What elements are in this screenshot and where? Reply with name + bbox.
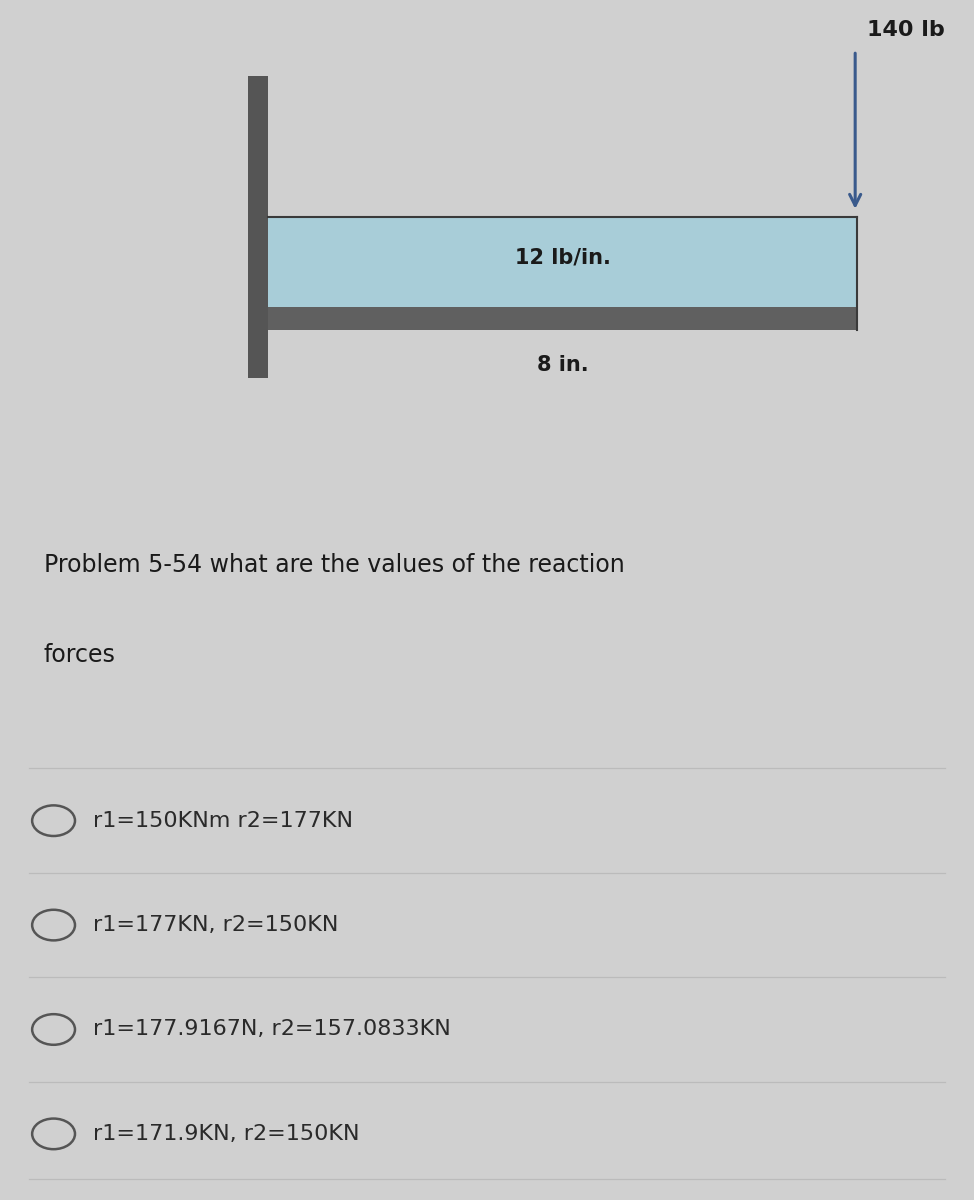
- Text: r1=177KN, r2=150KN: r1=177KN, r2=150KN: [93, 916, 338, 935]
- Text: forces: forces: [44, 643, 116, 667]
- Bar: [268, 307, 857, 330]
- Bar: [248, 76, 268, 378]
- Text: r1=150KNm r2=177KN: r1=150KNm r2=177KN: [93, 811, 353, 830]
- Bar: [268, 217, 857, 307]
- Text: Problem 5-54 what are the values of the reaction: Problem 5-54 what are the values of the …: [44, 553, 624, 577]
- Text: 8 in.: 8 in.: [537, 355, 588, 376]
- Text: r1=177.9167N, r2=157.0833KN: r1=177.9167N, r2=157.0833KN: [93, 1020, 450, 1039]
- Text: r1=171.9KN, r2=150KN: r1=171.9KN, r2=150KN: [93, 1124, 359, 1144]
- Text: 12 lb/in.: 12 lb/in.: [514, 247, 611, 268]
- Text: 140 lb: 140 lb: [867, 20, 945, 41]
